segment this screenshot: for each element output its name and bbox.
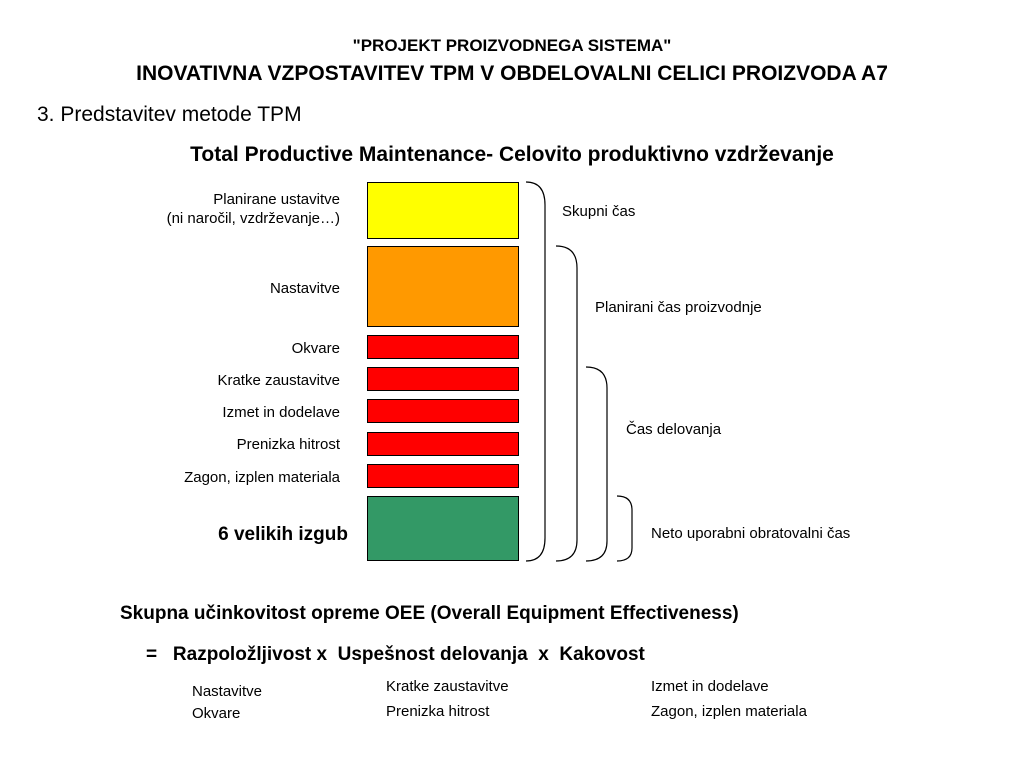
availability-factor-2: Okvare <box>192 705 241 722</box>
label-net-operating-time: Neto uporabni obratovalni čas <box>651 525 851 542</box>
label-scrap-rework: Izmet in dodelave <box>222 404 340 421</box>
block-planned-stops <box>367 182 519 239</box>
section-heading: 3. Predstavitev metode TPM <box>37 103 302 126</box>
block-startup-yield <box>367 464 519 488</box>
performance-factor-2: Prenizka hitrost <box>386 703 490 720</box>
block-net-time <box>367 496 519 561</box>
main-title: INOVATIVNA VZPOSTAVITEV TPM V OBDELOVALN… <box>136 62 888 85</box>
block-breakdowns <box>367 335 519 359</box>
bracket-planned-production <box>555 245 578 562</box>
availability-factor-1: Nastavitve <box>192 683 263 700</box>
quality-factor-1: Izmet in dodelave <box>651 678 769 695</box>
block-reduced-speed <box>367 432 519 456</box>
label-six-big-losses: 6 velikih izgub <box>218 524 348 545</box>
bracket-net-time <box>616 495 633 562</box>
label-short-stops: Kratke zaustavitve <box>217 372 340 389</box>
block-short-stops <box>367 367 519 391</box>
label-startup-yield: Zagon, izplen materiala <box>184 469 340 486</box>
oee-definition: Skupna učinkovitost opreme OEE (Overall … <box>120 603 739 624</box>
performance-factor-1: Kratke zaustavitve <box>386 678 509 695</box>
bracket-total-time <box>525 181 546 562</box>
label-setups: Nastavitve <box>269 280 340 297</box>
label-planned-production-time: Planirani čas proizvodnje <box>595 299 762 316</box>
quality-factor-2: Zagon, izplen materiala <box>651 703 807 720</box>
block-setups <box>367 246 519 327</box>
label-breakdowns: Okvare <box>291 340 340 357</box>
project-title: "PROJEKT PROIZVODNEGA SISTEMA" <box>352 36 672 55</box>
label-planned-stops: Planirane ustavitve (ni naročil, vzdržev… <box>166 191 340 227</box>
label-operating-time: Čas delovanja <box>626 421 722 438</box>
oee-formula: = Razpoložljivost x Uspešnost delovanja … <box>146 644 645 665</box>
label-reduced-speed: Prenizka hitrost <box>236 436 340 453</box>
bracket-operating-time <box>585 366 608 562</box>
diagram-subtitle: Total Productive Maintenance- Celovito p… <box>190 143 834 166</box>
label-total-time: Skupni čas <box>562 203 636 220</box>
block-scrap-rework <box>367 399 519 423</box>
